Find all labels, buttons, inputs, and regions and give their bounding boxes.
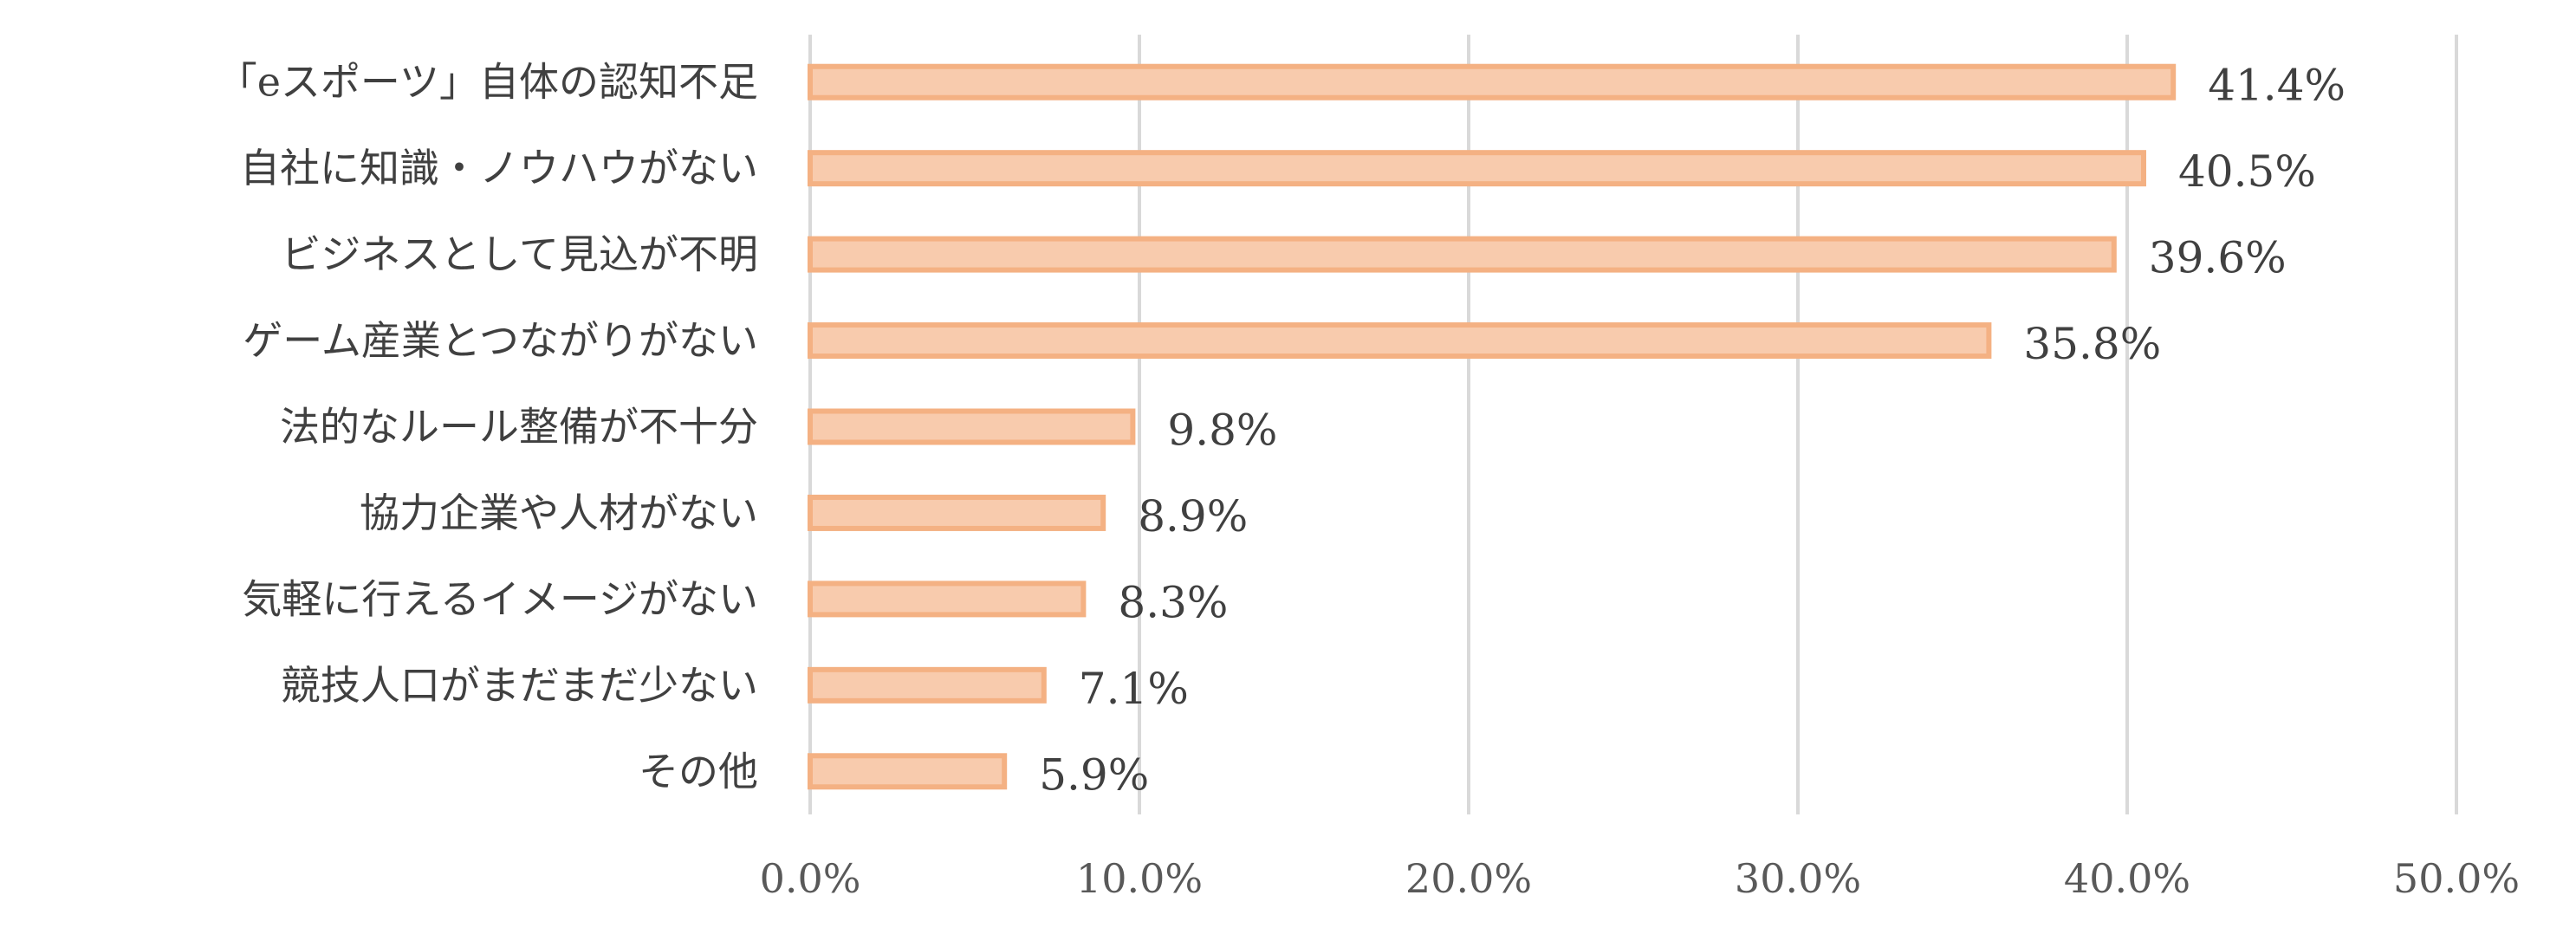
bar — [808, 666, 1047, 704]
data-label: 5.9% — [1039, 749, 1149, 800]
data-label: 9.8% — [1167, 405, 1277, 456]
category-label: ビジネスとして見込が不明 — [281, 231, 758, 278]
category-label: 協力企業や人材がない — [360, 490, 758, 536]
bar — [808, 150, 2146, 187]
x-tick-label: 20.0% — [1405, 855, 1532, 902]
category-label: 法的なルール整備が不十分 — [280, 404, 758, 451]
category-label: 「eスポーツ」自体の認知不足 — [217, 59, 758, 106]
data-label: 40.5% — [2178, 146, 2316, 197]
x-tick-label: 40.0% — [2064, 855, 2190, 902]
data-label: 7.1% — [1079, 664, 1189, 714]
bars — [808, 63, 2177, 790]
x-tick-label: 10.0% — [1076, 855, 1203, 902]
category-labels: 「eスポーツ」自体の認知不足自社に知識・ノウハウがないビジネスとして見込が不明ゲ… — [217, 59, 758, 795]
data-label: 39.6% — [2149, 233, 2287, 283]
data-label: 35.8% — [2023, 319, 2161, 369]
data-label: 41.4% — [2208, 61, 2346, 111]
bar — [808, 322, 1992, 360]
category-label: 競技人口がまだまだ少ない — [281, 662, 758, 709]
x-tick-label: 50.0% — [2393, 855, 2520, 902]
bar — [808, 494, 1106, 531]
data-labels: 41.4% 40.5% 39.6% 35.8% 9.8% 8.9% 8.3% 7.1% 5.9% — [1039, 61, 2346, 801]
category-label: 自社に知識・ノウハウがない — [240, 145, 758, 191]
category-label: ゲーム産業とつながりがない — [243, 317, 758, 364]
x-axis-tick-labels: 0.0% 10.0% 20.0% 30.0% 40.0% 50.0% — [760, 855, 2521, 902]
bar — [808, 236, 2117, 273]
data-label: 8.9% — [1138, 491, 1248, 542]
category-label: その他 — [639, 748, 758, 795]
bar — [808, 63, 2177, 101]
x-tick-label: 0.0% — [760, 855, 861, 902]
category-label: 気軽に行えるイメージがない — [242, 575, 758, 622]
bar — [808, 581, 1087, 618]
bar — [808, 408, 1136, 445]
bar — [808, 753, 1008, 790]
data-label: 8.3% — [1118, 577, 1228, 627]
x-tick-label: 30.0% — [1735, 855, 1861, 902]
